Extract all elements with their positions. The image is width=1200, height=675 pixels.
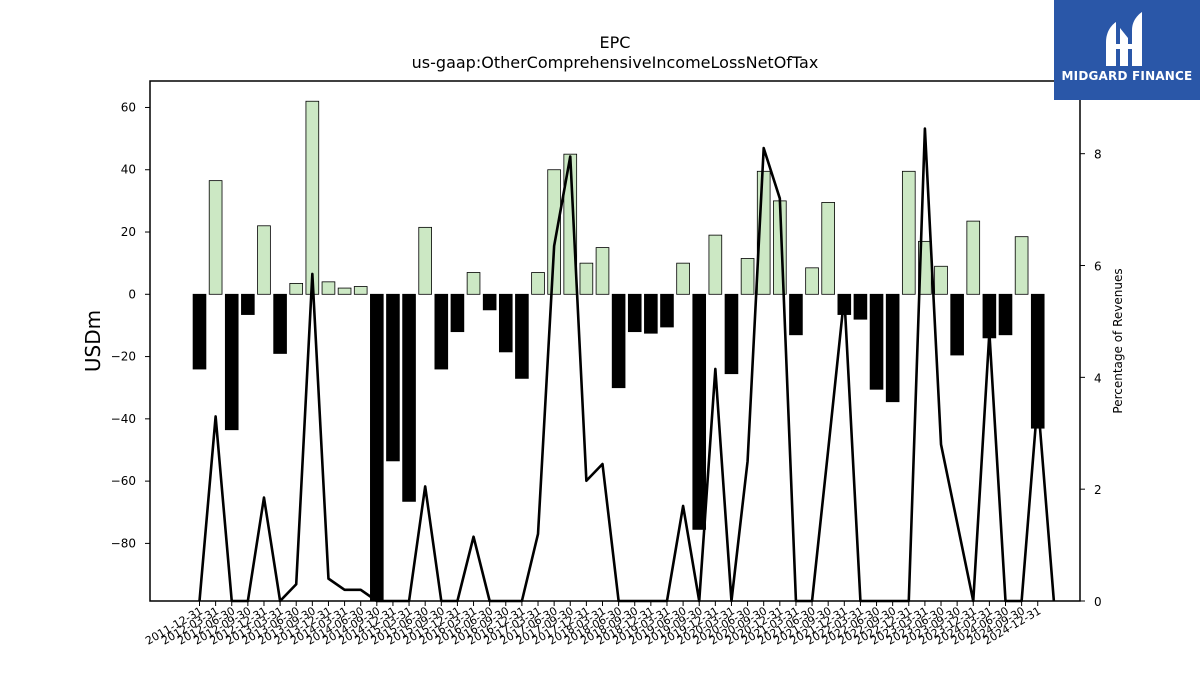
chart-subtitle: us-gaap:OtherComprehensiveIncomeLossNetO…: [412, 53, 819, 72]
bar-2016-09-30: [498, 293, 513, 353]
bar-2017-12-31: [579, 262, 594, 295]
bar-2013-03-31: [273, 293, 287, 354]
bar-2022-09-30: [885, 293, 900, 403]
y-tick-label: 40: [121, 163, 136, 177]
bar-2021-06-30: [805, 267, 819, 295]
y-tick-label: 0: [128, 287, 136, 301]
bar-2019-03-31: [660, 293, 674, 328]
midgard-logo-icon: [1106, 12, 1142, 66]
pct-revenues-line: [198, 127, 1056, 603]
y2-tick-label: 4: [1094, 371, 1102, 385]
bar-2014-09-30: [370, 293, 384, 602]
bar-2018-12-31: [644, 293, 658, 334]
bar-2016-06-30: [482, 293, 497, 311]
bar-2022-06-30: [869, 293, 884, 390]
bar-2012-06-30: [224, 293, 239, 431]
y2-tick-label: 0: [1094, 595, 1102, 609]
y-tick-label: 20: [121, 225, 136, 239]
bar-2019-06-30: [676, 262, 690, 295]
bar-2021-09-30: [821, 202, 835, 295]
plot-frame: [149, 80, 1081, 602]
y-axis-left: 60 40 20 0 −20 −40 −60 −80: [111, 100, 150, 550]
bar-2011-12-31: [192, 293, 207, 370]
bar-2020-03-31: [724, 293, 739, 375]
bar-2014-06-30: [353, 286, 368, 295]
bar-2023-06-30: [934, 265, 948, 295]
bar-2022-12-31: [901, 170, 916, 295]
pct-revenues-series: [198, 127, 1056, 603]
bar-2018-06-30: [611, 293, 626, 389]
y2-tick-label: 6: [1094, 260, 1102, 274]
y-axis-label: USDm: [81, 310, 105, 372]
bar-2013-12-31: [321, 281, 336, 295]
y2-axis-label: Percentage of Revenues: [1111, 268, 1125, 413]
bar-2016-03-31: [466, 272, 481, 295]
bar-2023-09-30: [950, 293, 964, 356]
y-tick-label: −20: [111, 350, 136, 364]
y-axis-right: 8 6 4 2 0: [1080, 148, 1102, 609]
bar-2023-12-31: [966, 220, 981, 295]
bar-2014-12-31: [386, 293, 400, 462]
y-tick-label: 60: [121, 100, 136, 114]
bar-2015-09-30: [434, 293, 449, 370]
logo-text: MIDGARD FINANCE: [1061, 69, 1193, 83]
y2-tick-label: 8: [1094, 148, 1102, 162]
bar-2022-03-31: [853, 293, 868, 320]
bar-2018-03-31: [595, 247, 610, 295]
bar-2017-03-31: [531, 272, 545, 295]
bar-2024-09-30: [1014, 236, 1029, 295]
bar-2013-09-30: [305, 100, 320, 295]
bar-2015-12-31: [450, 293, 465, 333]
bar-series: [192, 100, 1045, 602]
bar-2014-03-31: [337, 287, 352, 295]
bar-2017-09-30: [563, 153, 578, 295]
y2-tick-label: 2: [1094, 483, 1102, 497]
bar-2024-12-31: [1030, 293, 1045, 429]
y-tick-label: −40: [111, 412, 136, 426]
bar-2021-03-31: [789, 293, 803, 336]
bar-2024-06-30: [998, 293, 1013, 336]
bar-2019-09-30: [692, 293, 707, 530]
bar-2018-09-30: [627, 293, 642, 333]
logo-badge: MIDGARD FINANCE: [1054, 0, 1200, 100]
bar-2012-12-31: [257, 225, 271, 295]
bar-2012-09-30: [241, 293, 255, 315]
x-axis: 2011-12-312012-03-312012-06-302012-09-30…: [143, 601, 1043, 648]
bar-2017-06-30: [547, 169, 561, 295]
y-tick-label: −80: [111, 536, 136, 550]
bar-2020-06-30: [740, 258, 755, 295]
bar-2015-03-31: [402, 293, 416, 502]
bar-2019-12-31: [708, 234, 723, 295]
bar-2013-06-30: [289, 282, 304, 295]
bar-2012-03-31: [208, 180, 223, 295]
bar-2016-12-31: [515, 293, 529, 379]
y-tick-label: −60: [111, 474, 136, 488]
bar-2015-06-30: [418, 226, 432, 295]
chart-title: EPC: [600, 33, 631, 52]
